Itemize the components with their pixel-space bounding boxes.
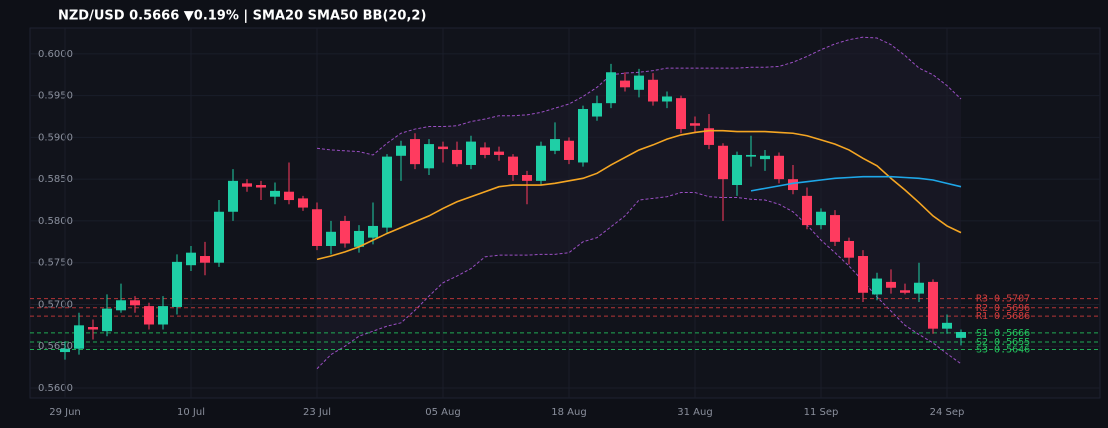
candle-body (914, 282, 924, 294)
candle-body (466, 141, 476, 165)
candle-body (242, 183, 252, 187)
candle-body (480, 147, 490, 155)
candle-body (102, 308, 112, 332)
candle-body (872, 278, 882, 295)
level-label: R2 0.5696 (976, 303, 1030, 314)
candle-body (368, 225, 378, 238)
candle-body (158, 306, 168, 325)
candle-body (704, 128, 714, 145)
y-tick-label: 0.5850 (38, 174, 73, 185)
candle-body (732, 154, 742, 186)
candle-body (284, 191, 294, 201)
y-tick-label: 0.5650 (38, 341, 73, 352)
y-tick-label: 0.5900 (38, 132, 73, 143)
candle-body (340, 220, 350, 244)
candle-body (326, 231, 336, 246)
candle-body (74, 325, 84, 349)
x-tick-label: 11 Sep (804, 407, 839, 418)
y-tick-label: 0.5950 (38, 91, 73, 102)
level-label: R1 0.5686 (976, 311, 1030, 322)
candle-body (676, 98, 686, 130)
candle-body (382, 156, 392, 228)
level-label: S2 0.5655 (976, 337, 1030, 348)
candle-body (172, 261, 182, 307)
candle-body (298, 198, 308, 208)
candle-body (508, 156, 518, 175)
candle-body (424, 144, 434, 169)
candle-body (662, 96, 672, 102)
candle-body (900, 290, 910, 293)
candle-body (312, 209, 322, 246)
indicator-line (316, 129, 962, 261)
candle-body (438, 146, 448, 150)
candle-body (690, 123, 700, 126)
candle-body (886, 281, 896, 288)
candle-body (788, 179, 798, 191)
level-label: S3 0.5646 (976, 345, 1030, 356)
x-tick-label: 29 Jun (49, 407, 81, 418)
candle-body (410, 139, 420, 165)
x-tick-label: 24 Sep (930, 407, 965, 418)
candle-body (214, 211, 224, 263)
band-lower (316, 192, 962, 370)
candle-body (634, 75, 644, 90)
y-tick-label: 0.6000 (38, 49, 73, 60)
level-label: S1 0.5666 (976, 328, 1030, 339)
y-tick-label: 0.5700 (38, 299, 73, 310)
x-tick-label: 10 Jul (177, 407, 205, 418)
x-tick-label: 18 Aug (551, 407, 586, 418)
band-upper (316, 36, 962, 156)
candle-body (802, 195, 812, 226)
candle-body (760, 155, 770, 160)
candle-body (60, 348, 70, 353)
candle-body (928, 281, 938, 329)
candle-body (592, 103, 602, 117)
x-tick-label: 23 Jul (303, 407, 331, 418)
x-tick-label: 05 Aug (425, 407, 460, 418)
candle-body (844, 240, 854, 258)
candle-body (536, 145, 546, 181)
candle-body (116, 300, 126, 311)
candle-body (620, 80, 630, 88)
candle-body (648, 79, 658, 102)
y-tick-label: 0.5800 (38, 216, 73, 227)
candle-body (144, 306, 154, 325)
candle-body (200, 256, 210, 263)
candle-body (354, 230, 364, 247)
x-tick-label: 31 Aug (677, 407, 712, 418)
candle-body (816, 211, 826, 226)
chart-title: NZD/USD 0.5666 ▼0.19% | SMA20 SMA50 BB(2… (58, 9, 426, 24)
candle-body (718, 145, 728, 180)
candle-body (858, 256, 868, 293)
candle-body (88, 327, 98, 330)
candle-body (256, 185, 266, 188)
candle-body (956, 332, 966, 338)
candle-body (396, 145, 406, 156)
candle-body (830, 215, 840, 242)
candle-body (550, 139, 560, 151)
candle-body (494, 151, 504, 155)
candle-body (522, 174, 532, 181)
candle-body (564, 140, 574, 160)
candle-body (746, 154, 756, 157)
candle-body (606, 72, 616, 104)
candle-body (452, 149, 462, 165)
y-tick-label: 0.5750 (38, 258, 73, 269)
indicator-line (750, 175, 962, 192)
y-tick-label: 0.5600 (38, 383, 73, 394)
candle-body (228, 180, 238, 212)
candle-body (942, 322, 952, 329)
level-label: R3 0.5707 (976, 294, 1030, 305)
candle-body (270, 190, 280, 197)
candle-body (130, 300, 140, 306)
candle-body (186, 252, 196, 266)
band-fill (317, 37, 961, 369)
candle-body (578, 109, 588, 163)
candle-body (774, 155, 784, 180)
